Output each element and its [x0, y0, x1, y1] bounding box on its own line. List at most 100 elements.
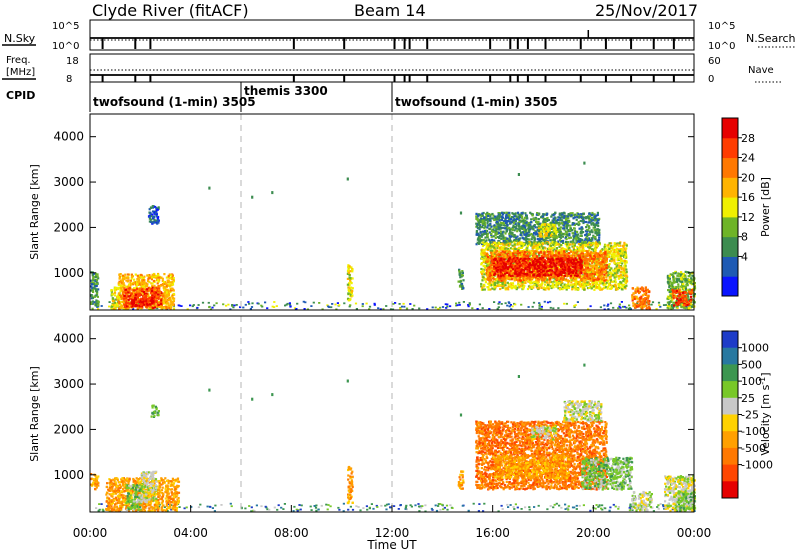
range-cell	[581, 287, 584, 290]
range-cell	[170, 281, 173, 284]
range-cell	[489, 213, 492, 216]
range-cell	[609, 277, 612, 281]
range-cell	[617, 277, 620, 280]
range-cell	[120, 305, 124, 308]
range-cell	[143, 301, 147, 304]
range-cell	[598, 236, 601, 239]
range-cell	[595, 218, 598, 221]
range-cell	[623, 279, 626, 282]
range-cell	[115, 303, 118, 306]
range-cell	[170, 287, 174, 290]
range-cell	[118, 302, 121, 305]
range-cell	[542, 238, 545, 241]
range-cell	[503, 254, 506, 257]
range-cell	[534, 216, 537, 219]
scatter-point	[336, 302, 339, 304]
range-cell	[511, 244, 514, 247]
range-cell	[157, 303, 161, 306]
range-cell	[581, 238, 584, 241]
range-cell	[581, 275, 584, 278]
range-cell	[618, 242, 621, 245]
range-cell	[503, 219, 506, 223]
range-cell	[503, 243, 506, 246]
range-cell	[136, 277, 139, 281]
range-cell	[118, 294, 121, 297]
range-cell	[350, 286, 353, 289]
range-cell	[518, 253, 521, 256]
range-cell	[481, 221, 484, 224]
scatter-point	[250, 306, 254, 308]
range-cell	[159, 291, 162, 294]
range-cell	[347, 299, 350, 302]
range-cell	[505, 257, 508, 260]
range-cell	[161, 306, 165, 309]
range-cell	[477, 227, 480, 230]
range-cell	[488, 231, 491, 234]
range-cell	[553, 232, 556, 235]
range-cell	[148, 305, 151, 308]
range-cell	[566, 246, 569, 249]
range-cell	[619, 273, 622, 277]
range-cell	[122, 282, 125, 285]
range-cell	[112, 303, 115, 306]
range-cell	[590, 218, 593, 221]
range-cell	[542, 246, 545, 249]
range-cell	[132, 300, 135, 303]
range-cell	[144, 297, 147, 300]
range-cell	[495, 220, 499, 223]
range-cell	[498, 246, 502, 249]
range-cell	[498, 234, 502, 237]
range-cell	[591, 244, 594, 247]
range-cell	[589, 242, 592, 245]
range-cell	[535, 218, 538, 221]
range-cell	[538, 243, 542, 246]
range-cell	[475, 243, 478, 246]
scatter-point	[552, 307, 555, 310]
range-cell	[531, 214, 534, 217]
scatter-point	[468, 302, 471, 304]
range-cell	[488, 247, 491, 250]
range-cell	[622, 280, 625, 283]
range-cell	[589, 246, 592, 249]
range-cell	[493, 286, 496, 289]
range-cell	[593, 242, 596, 245]
range-cell	[536, 232, 539, 236]
range-cell	[513, 235, 516, 238]
range-cell	[480, 214, 483, 217]
range-cell	[347, 265, 350, 269]
range-cell	[154, 275, 157, 278]
range-cell	[510, 221, 513, 224]
range-cell	[613, 261, 616, 264]
scatter-point	[97, 308, 100, 310]
range-cell	[347, 286, 350, 289]
range-cell	[597, 232, 600, 235]
scatter-point	[201, 301, 205, 304]
range-cell	[498, 237, 501, 240]
range-cell	[589, 230, 592, 233]
scatter-point	[373, 304, 376, 306]
range-cell	[504, 224, 507, 227]
range-cell	[599, 282, 602, 285]
range-cell	[351, 287, 354, 290]
range-cell	[125, 279, 128, 282]
range-cell	[597, 263, 600, 266]
range-cell	[586, 283, 589, 286]
range-cell	[156, 282, 159, 285]
range-cell	[128, 297, 131, 300]
range-cell	[140, 279, 144, 282]
range-cell	[162, 285, 165, 288]
range-cell	[90, 294, 93, 297]
range-cell	[504, 247, 507, 250]
range-cell	[143, 292, 146, 296]
range-cell	[550, 215, 553, 218]
range-cell	[508, 215, 511, 218]
scatter-point	[248, 302, 251, 305]
range-cell	[582, 249, 585, 252]
scatter-point	[361, 305, 364, 308]
range-cell	[605, 273, 608, 276]
scatter-point	[368, 305, 372, 308]
range-cell	[347, 288, 350, 291]
range-cell	[558, 282, 561, 285]
scatter-point	[455, 302, 458, 305]
range-cell	[599, 258, 602, 261]
